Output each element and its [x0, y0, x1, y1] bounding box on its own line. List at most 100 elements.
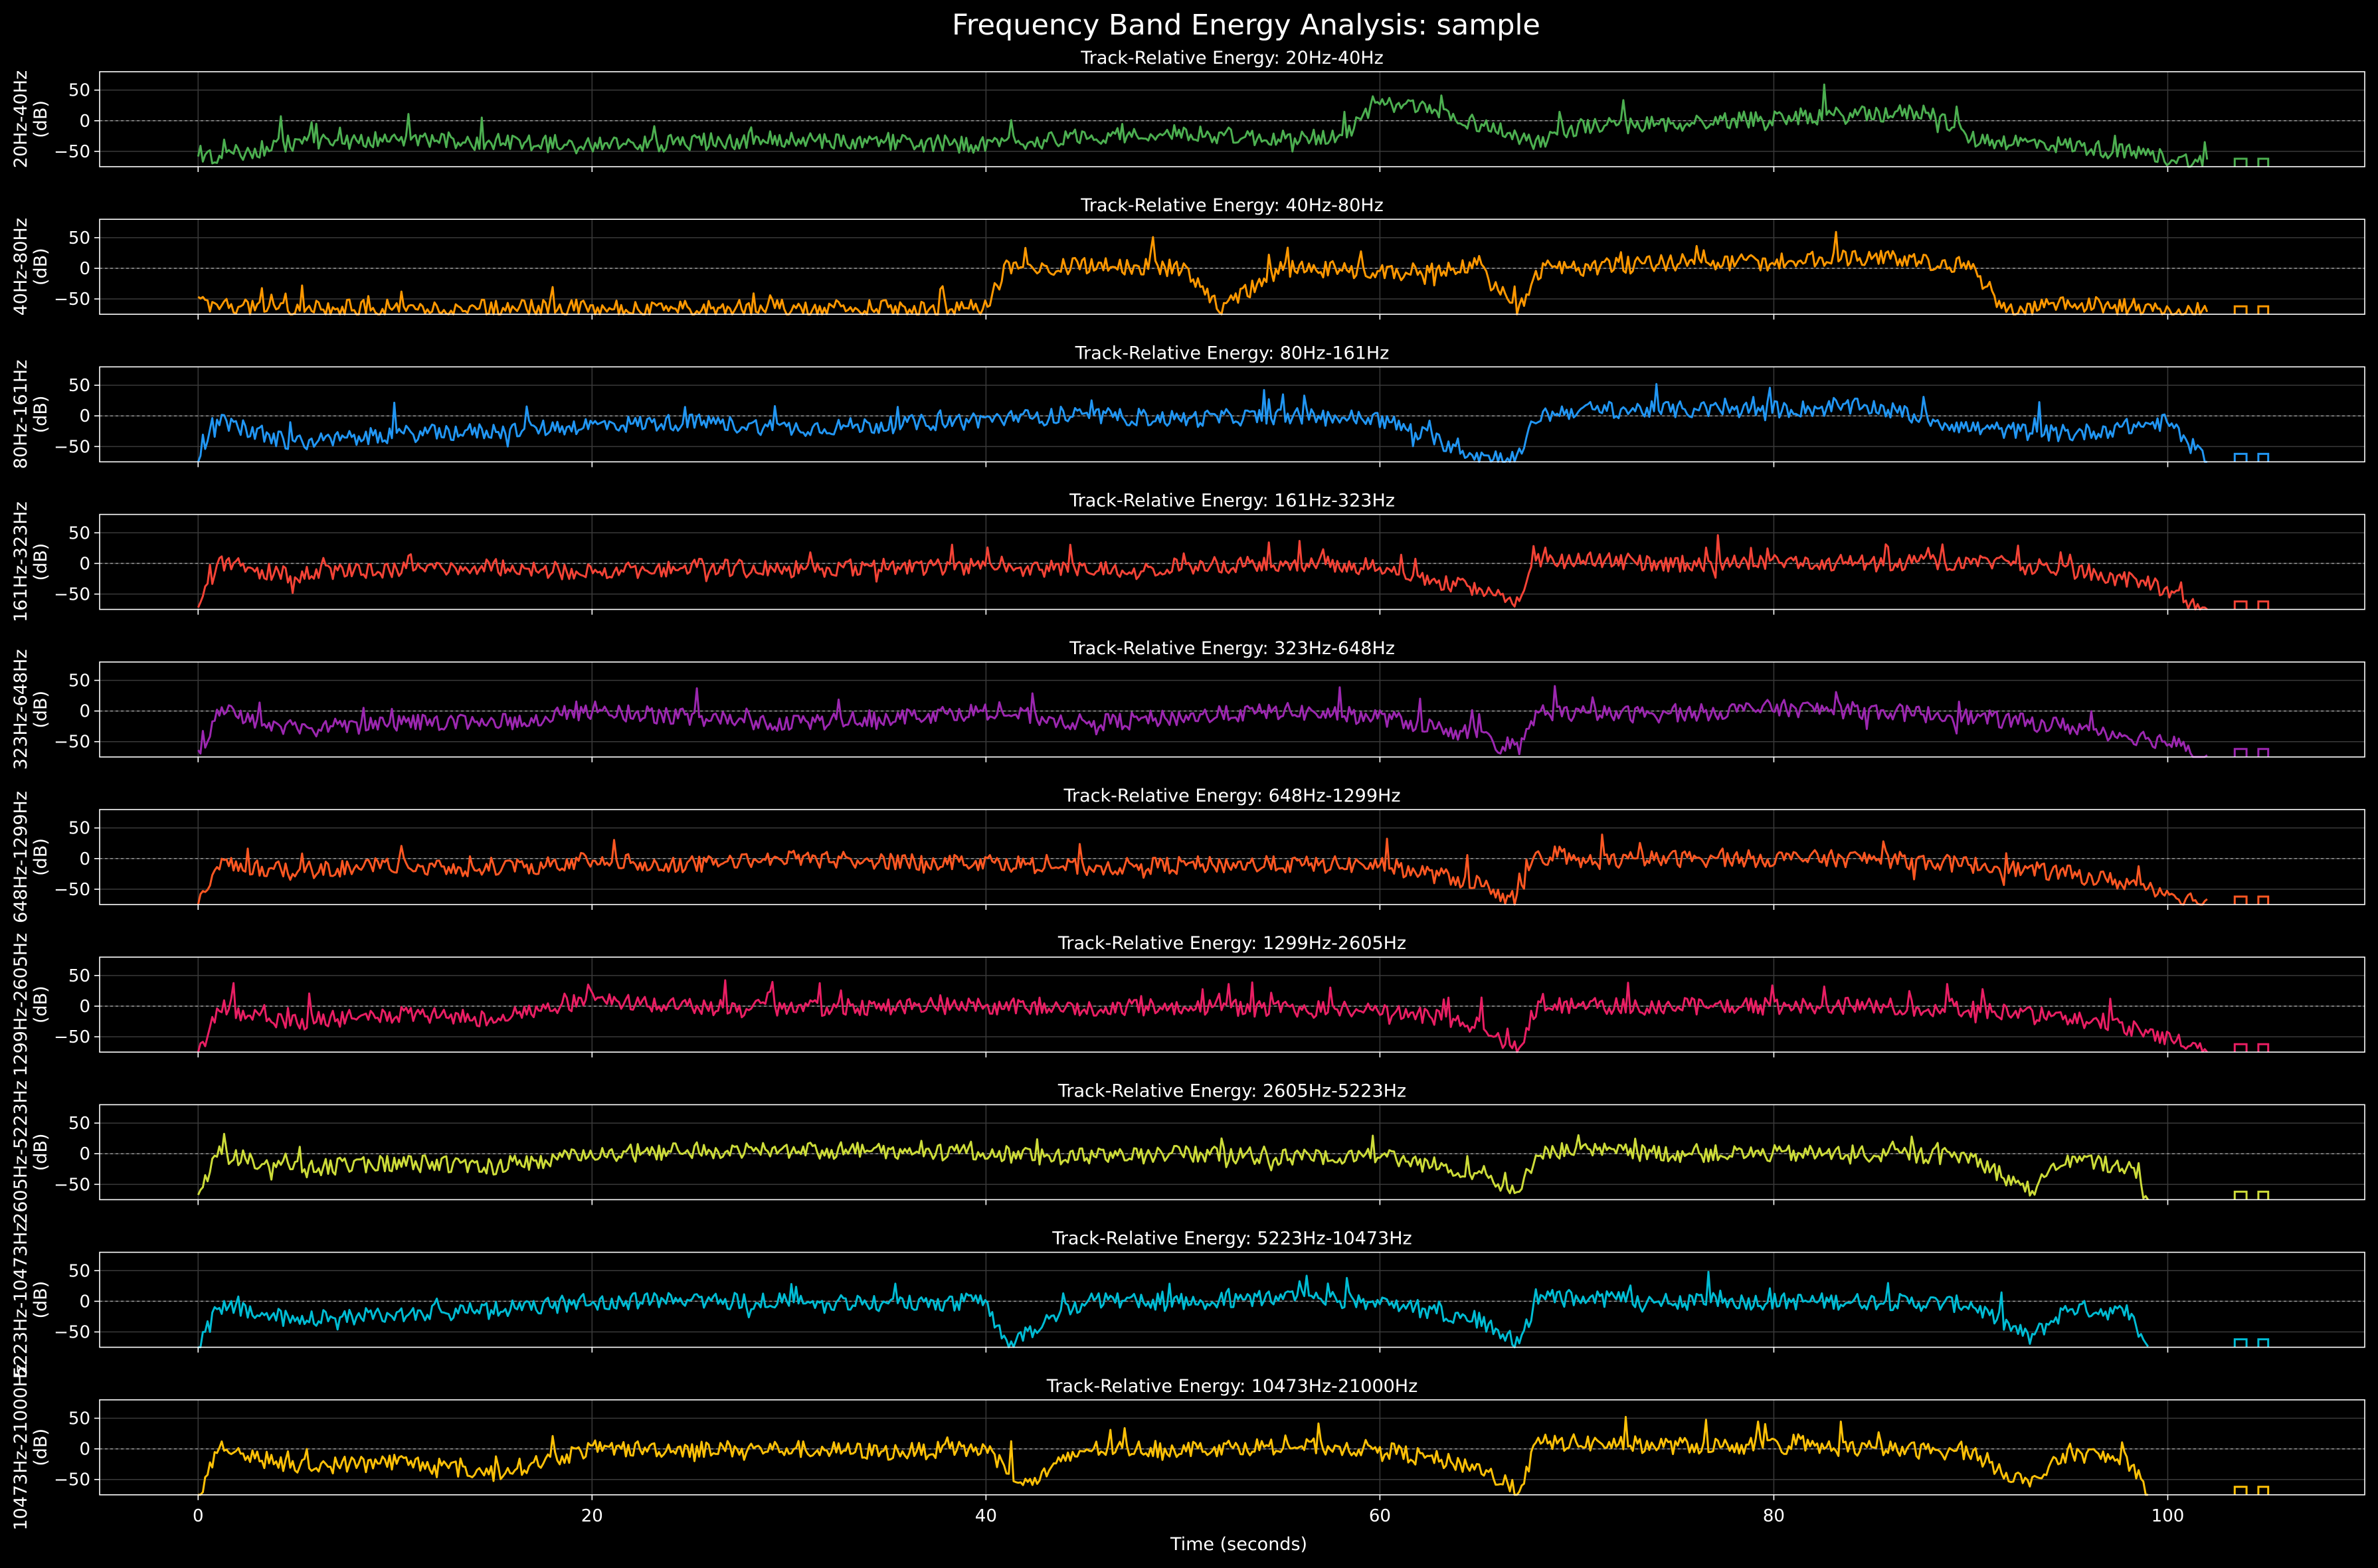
- x-axis-label: Time (seconds): [1170, 1534, 1307, 1555]
- y-tick-label: −50: [54, 880, 90, 900]
- panel-frame: [99, 513, 2365, 610]
- panel-title: Track-Relative Energy: 323Hz-648Hz: [1069, 638, 1395, 659]
- y-tick-label: 50: [68, 671, 90, 691]
- y-tick-label: −50: [54, 585, 90, 605]
- y-axis-band-name: 161Hz-323Hz: [11, 501, 31, 622]
- trailing-blip: [2233, 1043, 2248, 1053]
- trailing-blip: [2257, 452, 2270, 462]
- y-axis-unit: (dB): [31, 1281, 51, 1319]
- figure-title: Frequency Band Energy Analysis: sample: [952, 9, 1540, 42]
- band-panel: Track-Relative Energy: 5223Hz-10473Hz 50 0…: [11, 1222, 2365, 1377]
- y-axis-label: 161Hz-323Hz(dB): [11, 501, 51, 622]
- panel-frame: [99, 71, 2365, 167]
- panel-title: Track-Relative Energy: 1299Hz-2605Hz: [1057, 933, 1406, 954]
- trailing-blip: [2233, 1190, 2248, 1200]
- panel-title: Track-Relative Energy: 648Hz-1299Hz: [1063, 786, 1400, 806]
- band-energy-line: [197, 383, 2207, 463]
- y-axis-band-name: 5223Hz-10473Hz: [11, 1222, 31, 1377]
- y-axis-label: 20Hz-40Hz(dB): [11, 70, 51, 168]
- y-tick-label: 0: [79, 997, 90, 1017]
- trailing-blip: [2257, 748, 2270, 757]
- panel-title: Track-Relative Energy: 5223Hz-10473Hz: [1052, 1229, 1412, 1249]
- y-tick-label: −50: [54, 733, 90, 752]
- y-tick-label: 50: [68, 966, 90, 986]
- y-tick-label: 50: [68, 819, 90, 839]
- panel-title: Track-Relative Energy: 10473Hz-21000Hz: [1046, 1376, 1418, 1397]
- band-energy-line: [198, 1270, 2149, 1349]
- y-tick-label: 0: [79, 1440, 90, 1460]
- y-axis-label: 1299Hz-2605Hz(dB): [11, 933, 51, 1077]
- y-axis-unit: (dB): [31, 838, 51, 876]
- x-tick-label: 60: [1369, 1506, 1391, 1526]
- band-panels: Track-Relative Energy: 20Hz-40Hz500−5020…: [11, 48, 2365, 1531]
- trailing-blip: [2233, 157, 2248, 167]
- y-axis-label: 80Hz-161Hz(dB): [11, 360, 51, 470]
- trailing-blip: [2257, 1190, 2270, 1200]
- trailing-blip: [2233, 1486, 2248, 1495]
- y-axis-band-name: 648Hz-1299Hz: [11, 791, 31, 923]
- trailing-blip: [2233, 748, 2248, 757]
- trailing-blip: [2233, 1338, 2248, 1348]
- trailing-blip: [2257, 1486, 2270, 1495]
- x-tick-label: 0: [193, 1506, 204, 1526]
- trailing-blip: [2257, 157, 2270, 167]
- y-tick-label: 50: [68, 1114, 90, 1134]
- panel-title: Track-Relative Energy: 80Hz-161Hz: [1075, 343, 1390, 363]
- y-tick-label: 50: [68, 1261, 90, 1281]
- y-axis-band-name: 10473Hz-21000Hz: [11, 1364, 31, 1530]
- y-axis-band-name: 40Hz-80Hz: [11, 218, 31, 315]
- y-tick-label: 0: [79, 554, 90, 574]
- trailing-blip: [2257, 1338, 2270, 1348]
- y-axis-unit: (dB): [31, 986, 51, 1023]
- y-tick-label: −50: [54, 1175, 90, 1195]
- panel-frame: [99, 1251, 2365, 1348]
- band-energy-line: [198, 1416, 2148, 1496]
- panel-title: Track-Relative Energy: 161Hz-323Hz: [1069, 491, 1395, 511]
- y-tick-label: 50: [68, 523, 90, 543]
- band-panel: Track-Relative Energy: 1299Hz-2605Hz 50 0 −…: [11, 933, 2365, 1077]
- y-axis-band-name: 20Hz-40Hz: [11, 70, 31, 168]
- panel-title: Track-Relative Energy: 40Hz-80Hz: [1080, 195, 1384, 216]
- x-tick-label: 100: [2151, 1506, 2185, 1526]
- band-energy-line: [197, 83, 2209, 168]
- band-energy-line: [197, 1132, 2149, 1201]
- y-tick-label: 50: [68, 81, 90, 101]
- panel-frame: [99, 1104, 2365, 1201]
- trailing-blip: [2257, 895, 2270, 905]
- x-tick-label: 80: [1763, 1506, 1785, 1526]
- panel-frame: [99, 661, 2365, 758]
- x-tick-label: 40: [975, 1506, 997, 1526]
- y-axis-unit: (dB): [31, 1134, 51, 1172]
- panel-frame: [99, 956, 2365, 1053]
- panel-frame: [99, 1399, 2365, 1496]
- band-panel: Track-Relative Energy: 20Hz-40Hz500−5020…: [11, 48, 2365, 172]
- y-tick-label: −50: [54, 1027, 90, 1047]
- panel-title: Track-Relative Energy: 2605Hz-5223Hz: [1057, 1081, 1406, 1101]
- y-tick-label: 50: [68, 228, 90, 248]
- band-energy-line: [197, 534, 2208, 611]
- y-axis-band-name: 2605Hz-5223Hz: [11, 1081, 31, 1224]
- band-panel: Track-Relative Energy: 40Hz-80Hz500−5040…: [11, 195, 2365, 320]
- band-energy-line: [197, 833, 2208, 906]
- y-tick-label: 0: [79, 406, 90, 426]
- y-tick-label: −50: [54, 290, 90, 309]
- band-panel: Track-Relative Energy: 80Hz-161Hz500−508…: [11, 343, 2365, 469]
- y-axis-label: 40Hz-80Hz(dB): [11, 218, 51, 315]
- y-axis-unit: (dB): [31, 1429, 51, 1466]
- trailing-blip: [2233, 452, 2248, 462]
- trailing-blip: [2233, 600, 2248, 610]
- y-tick-label: 0: [79, 1292, 90, 1312]
- band-panel: Track-Relative Energy: 2605Hz-5223Hz 50 0 −…: [11, 1081, 2365, 1224]
- band-panel: Track-Relative Energy: 161Hz-323Hz 50 0 −50…: [11, 491, 2365, 622]
- y-tick-label: 0: [79, 849, 90, 869]
- band-panel: Track-Relative Energy: 323Hz-648Hz 50 0 −50…: [11, 638, 2365, 770]
- y-axis-label: 5223Hz-10473Hz(dB): [11, 1222, 51, 1377]
- y-tick-label: 50: [68, 376, 90, 396]
- trailing-blip: [2257, 1043, 2270, 1053]
- y-tick-label: −50: [54, 1470, 90, 1490]
- trailing-blip: [2233, 895, 2248, 905]
- y-tick-label: 0: [79, 112, 90, 131]
- y-axis-band-name: 80Hz-161Hz: [11, 360, 31, 470]
- y-axis-label: 10473Hz-21000Hz(dB): [11, 1364, 51, 1530]
